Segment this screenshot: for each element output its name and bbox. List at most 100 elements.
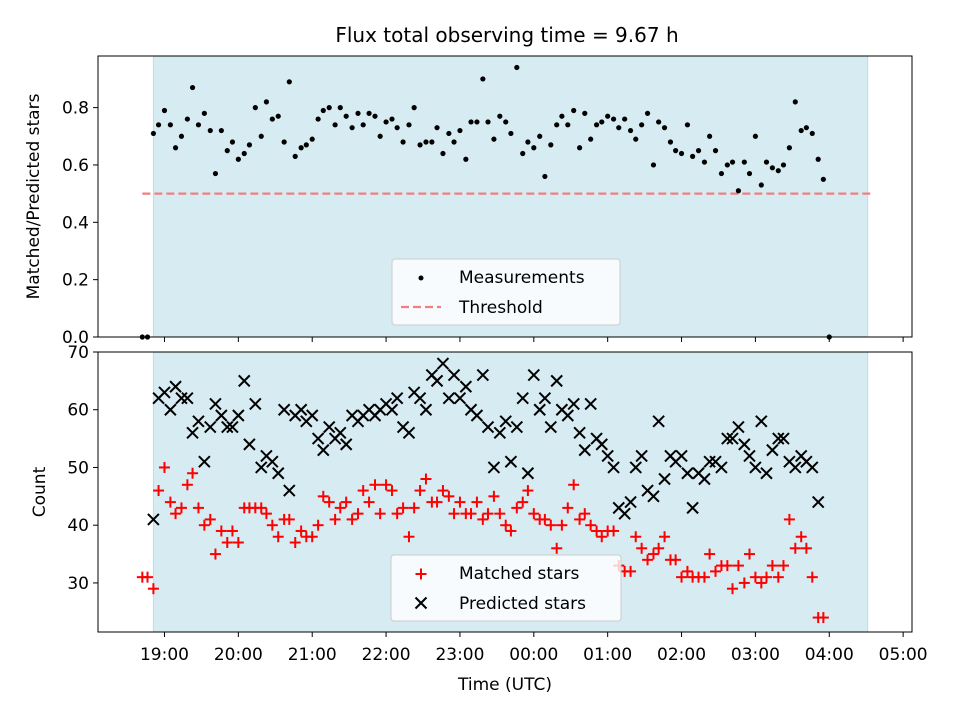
measurement-point xyxy=(537,133,543,139)
measurement-point xyxy=(468,119,474,125)
predicted-star-point xyxy=(493,426,507,440)
matched-star-point xyxy=(420,473,432,485)
bottom-legend-box xyxy=(390,554,622,622)
y-tick-label: 0.4 xyxy=(62,213,89,233)
measurement-point xyxy=(667,139,674,145)
bottom-legend: Matched stars Predicted stars xyxy=(390,554,622,622)
matched-star-point xyxy=(306,531,318,543)
matched-star-point xyxy=(283,513,295,525)
x-tick-label: 22:00 xyxy=(362,645,411,665)
matched-star-point xyxy=(181,479,193,491)
measurement-point xyxy=(235,156,241,162)
matched-star-point xyxy=(448,508,460,520)
measurement-point xyxy=(178,133,185,139)
matched-star-point xyxy=(334,502,346,514)
matched-star-point xyxy=(482,508,494,520)
predicted-star-point xyxy=(238,374,251,388)
predicted-star-point xyxy=(453,391,467,405)
matched-star-point xyxy=(374,508,386,520)
measurement-point xyxy=(451,139,457,145)
matched-star-point xyxy=(153,485,165,497)
matched-star-point xyxy=(579,508,591,520)
measurement-point xyxy=(695,148,702,154)
legend-threshold-label: Threshold xyxy=(458,298,543,318)
measurement-point xyxy=(320,107,326,114)
measurement-point xyxy=(269,116,275,122)
matched-star-point xyxy=(221,537,233,549)
matched-star-point xyxy=(226,525,238,537)
predicted-star-point xyxy=(436,357,450,370)
measurement-point xyxy=(577,145,583,151)
measurement-point xyxy=(673,148,679,154)
predicted-star-point xyxy=(538,391,552,405)
matched-star-point xyxy=(732,560,744,572)
matched-star-point xyxy=(295,525,307,537)
predicted-star-point xyxy=(516,391,529,405)
predicted-star-point xyxy=(413,391,427,405)
measurement-point xyxy=(701,159,708,165)
measurement-point xyxy=(224,148,230,154)
matched-star-point xyxy=(556,519,568,531)
matched-star-point xyxy=(642,554,654,566)
measurement-point xyxy=(724,162,730,168)
predicted-star-point xyxy=(647,490,660,503)
matched-star-point xyxy=(209,548,221,560)
matched-star-point xyxy=(494,508,506,520)
predicted-star-point xyxy=(504,455,518,468)
x-axis-label: Time (UTC) xyxy=(457,675,552,695)
measurement-point xyxy=(480,76,486,82)
measurement-point xyxy=(712,148,719,154)
matched-star-point xyxy=(215,525,227,537)
measurement-point xyxy=(644,110,651,116)
y-tick-label: 60 xyxy=(67,401,89,421)
matched-star-point xyxy=(511,502,523,514)
measurement-point xyxy=(485,119,491,125)
chart-title: Flux total observing time = 9.67 h xyxy=(335,23,678,47)
predicted-star-point xyxy=(703,455,716,468)
predicted-star-point xyxy=(772,432,785,445)
matched-star-point xyxy=(608,525,620,537)
measurement-point xyxy=(218,127,224,134)
measurement-point xyxy=(212,170,219,177)
matched-star-point xyxy=(743,548,755,560)
matched-star-point xyxy=(391,508,403,520)
predicted-star-point xyxy=(499,415,512,428)
top-x-ticks xyxy=(163,337,904,342)
measurement-point xyxy=(531,145,537,151)
matched-star-point xyxy=(317,490,329,502)
y-tick-label: 0.6 xyxy=(62,156,89,176)
measurement-point xyxy=(627,127,634,134)
measurement-point xyxy=(298,145,304,151)
top-axes-frame xyxy=(97,55,913,338)
predicted-star-point xyxy=(629,461,642,474)
matched-star-point xyxy=(323,496,335,508)
predicted-star-point xyxy=(334,426,347,440)
measurement-point xyxy=(605,113,611,119)
measurement-point xyxy=(809,130,815,137)
measurement-point xyxy=(780,162,787,168)
matched-star-point xyxy=(477,513,489,525)
measurement-point xyxy=(752,133,759,139)
measurement-point xyxy=(639,122,645,128)
predicted-star-point xyxy=(294,403,308,416)
measurement-point xyxy=(593,122,600,128)
matched-star-point xyxy=(312,519,324,531)
x-tick-label: 00:00 xyxy=(509,645,558,665)
measurement-point xyxy=(803,125,809,131)
matched-star-points xyxy=(136,461,829,624)
matched-star-point xyxy=(777,560,789,572)
matched-star-point xyxy=(704,548,716,560)
matched-star-point xyxy=(749,571,761,583)
measurement-point xyxy=(786,145,792,151)
measurement-point xyxy=(281,139,287,145)
measurement-point xyxy=(678,150,685,157)
x-tick-label: 04:00 xyxy=(805,645,854,665)
legend-predicted-glyph xyxy=(414,596,428,610)
matched-star-point xyxy=(596,531,608,543)
measurement-point xyxy=(241,150,247,157)
matched-star-point xyxy=(431,496,443,508)
matched-star-point xyxy=(738,577,750,589)
matched-star-point xyxy=(272,531,284,543)
measurement-point xyxy=(735,188,742,194)
